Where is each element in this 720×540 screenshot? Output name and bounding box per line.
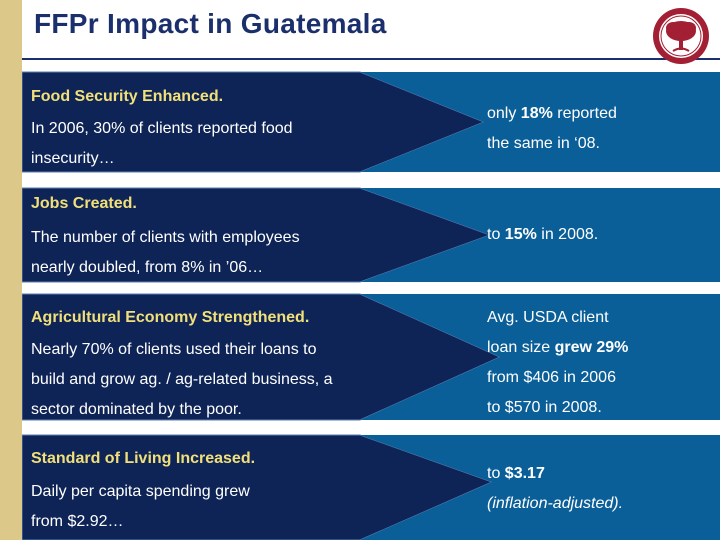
row-text-living-1: Daily per capita spending grew: [31, 483, 250, 500]
row-result-living-2: (inflation-adjusted).: [487, 495, 624, 512]
row-text-living-2: from $2.92…: [31, 513, 124, 530]
row-result-food-security-2: the same in ‘08.: [487, 135, 600, 152]
row-heading-living: Standard of Living Increased.: [31, 450, 256, 467]
row-heading-agriculture: Agricultural Economy Strengthened.: [31, 309, 310, 326]
row-heading-jobs: Jobs Created.: [31, 195, 137, 212]
title-divider: [22, 58, 720, 60]
accent-side-bar: [0, 0, 22, 540]
impact-bands: [22, 71, 720, 540]
row-result-agriculture-1: Avg. USDA client: [487, 309, 609, 326]
row-heading-food-security: Food Security Enhanced.: [31, 88, 224, 105]
row-result-agriculture-2: loan size grew 29%: [487, 339, 629, 356]
row-arrow-food-security: [360, 72, 720, 172]
row-arrow-living: [360, 435, 720, 540]
row-text-agriculture-3: sector dominated by the poor.: [31, 401, 242, 418]
row-result-agriculture-4: to $570 in 2008.: [487, 399, 602, 416]
row-text-agriculture-1: Nearly 70% of clients used their loans t…: [31, 341, 317, 358]
tree-seal-icon: [653, 8, 709, 64]
row-text-food-security-2: insecurity…: [31, 150, 115, 167]
row-result-living-1: to $3.17: [487, 465, 545, 482]
row-result-agriculture-3: from $406 in 2006: [487, 369, 616, 386]
row-arrow-agriculture: [360, 294, 720, 420]
row-result-jobs: to 15% in 2008.: [487, 226, 599, 243]
row-text-jobs-2: nearly doubled, from 8% in ’06…: [31, 259, 264, 276]
row-text-food-security-1: In 2006, 30% of clients reported food: [31, 120, 293, 137]
slide-title: FFPr Impact in Guatemala: [34, 8, 387, 39]
row-text-agriculture-2: build and grow ag. / ag-related business…: [31, 371, 333, 388]
row-arrow-jobs: [360, 188, 720, 282]
row-text-jobs-1: The number of clients with employees: [31, 229, 300, 246]
row-result-food-security: only 18% reported: [487, 105, 617, 122]
